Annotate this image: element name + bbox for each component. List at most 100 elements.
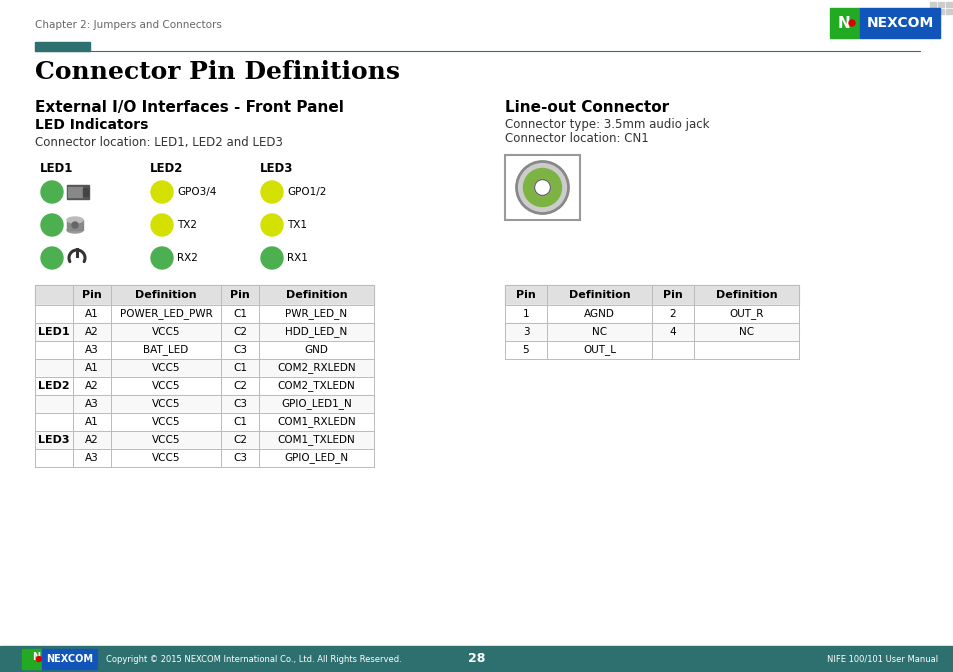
Text: VCC5: VCC5 bbox=[152, 417, 180, 427]
Bar bbox=[35, 395, 374, 413]
Text: LED1: LED1 bbox=[40, 162, 73, 175]
Text: LED Indicators: LED Indicators bbox=[35, 118, 149, 132]
Text: 5: 5 bbox=[522, 345, 529, 355]
Text: C2: C2 bbox=[233, 381, 247, 391]
Text: C1: C1 bbox=[233, 417, 247, 427]
Circle shape bbox=[151, 214, 172, 236]
Circle shape bbox=[261, 247, 283, 269]
Bar bbox=[504, 285, 799, 305]
Text: A1: A1 bbox=[85, 363, 99, 373]
Text: A3: A3 bbox=[85, 453, 99, 463]
Text: N: N bbox=[837, 16, 850, 31]
Text: 3: 3 bbox=[522, 327, 529, 337]
Text: Chapter 2: Jumpers and Connectors: Chapter 2: Jumpers and Connectors bbox=[35, 20, 222, 30]
Text: COM1_TXLEDN: COM1_TXLEDN bbox=[277, 435, 355, 446]
Text: LED3: LED3 bbox=[260, 162, 294, 175]
Text: Line-out Connector: Line-out Connector bbox=[504, 100, 668, 115]
Text: C3: C3 bbox=[233, 453, 247, 463]
Text: A1: A1 bbox=[85, 417, 99, 427]
Text: TX1: TX1 bbox=[287, 220, 307, 230]
Text: HDD_LED_N: HDD_LED_N bbox=[285, 327, 347, 337]
Bar bbox=[929, 9, 935, 14]
Circle shape bbox=[36, 657, 42, 661]
Bar bbox=[35, 449, 374, 467]
Text: GPO1/2: GPO1/2 bbox=[287, 187, 326, 197]
Text: AGND: AGND bbox=[583, 309, 615, 319]
Text: A3: A3 bbox=[85, 345, 99, 355]
Bar bbox=[35, 359, 374, 377]
Bar bbox=[35, 413, 374, 431]
Text: Definition: Definition bbox=[715, 290, 777, 300]
Bar bbox=[35, 377, 374, 395]
Text: Definition: Definition bbox=[285, 290, 347, 300]
Text: COM2_TXLEDN: COM2_TXLEDN bbox=[277, 380, 355, 392]
Circle shape bbox=[261, 214, 283, 236]
Bar bbox=[929, 2, 935, 7]
Bar bbox=[937, 9, 943, 14]
Text: Pin: Pin bbox=[662, 290, 682, 300]
Text: BAT_LED: BAT_LED bbox=[143, 345, 189, 355]
Text: VCC5: VCC5 bbox=[152, 435, 180, 445]
Bar bbox=[504, 155, 579, 220]
Bar bbox=[945, 2, 951, 7]
Circle shape bbox=[151, 181, 172, 203]
Text: A2: A2 bbox=[85, 435, 99, 445]
Bar bbox=[35, 431, 374, 449]
Bar bbox=[35, 341, 374, 359]
Bar bbox=[859, 8, 939, 38]
Text: 1: 1 bbox=[522, 309, 529, 319]
Bar bbox=[22, 649, 42, 669]
Bar bbox=[504, 341, 799, 359]
Bar bbox=[937, 2, 943, 7]
Text: VCC5: VCC5 bbox=[152, 363, 180, 373]
Text: LED3: LED3 bbox=[38, 435, 70, 445]
Circle shape bbox=[41, 247, 63, 269]
Text: VCC5: VCC5 bbox=[152, 453, 180, 463]
Text: 28: 28 bbox=[468, 653, 485, 665]
Text: Connector Pin Definitions: Connector Pin Definitions bbox=[35, 60, 399, 84]
Text: NC: NC bbox=[739, 327, 753, 337]
Text: Pin: Pin bbox=[516, 290, 536, 300]
Text: A1: A1 bbox=[85, 309, 99, 319]
Bar bbox=[35, 305, 374, 323]
Text: POWER_LED_PWR: POWER_LED_PWR bbox=[119, 308, 213, 319]
Text: Connector type: 3.5mm audio jack: Connector type: 3.5mm audio jack bbox=[504, 118, 709, 131]
Text: External I/O Interfaces - Front Panel: External I/O Interfaces - Front Panel bbox=[35, 100, 343, 115]
Circle shape bbox=[523, 169, 561, 206]
Text: A2: A2 bbox=[85, 327, 99, 337]
Circle shape bbox=[848, 20, 854, 26]
Text: COM2_RXLEDN: COM2_RXLEDN bbox=[277, 363, 355, 374]
Bar bbox=[35, 323, 374, 341]
Text: Pin: Pin bbox=[82, 290, 102, 300]
Text: C3: C3 bbox=[233, 399, 247, 409]
Text: NEXCOM: NEXCOM bbox=[865, 16, 933, 30]
Text: A2: A2 bbox=[85, 381, 99, 391]
Bar bbox=[42, 649, 97, 669]
Text: Definition: Definition bbox=[568, 290, 630, 300]
Bar bbox=[83, 188, 88, 196]
Text: C2: C2 bbox=[233, 435, 247, 445]
Text: RX1: RX1 bbox=[287, 253, 308, 263]
Circle shape bbox=[534, 179, 550, 196]
Bar bbox=[68, 187, 82, 197]
Text: GPIO_LED1_N: GPIO_LED1_N bbox=[281, 398, 352, 409]
Text: Connector location: CN1: Connector location: CN1 bbox=[504, 132, 648, 145]
Text: 2: 2 bbox=[669, 309, 676, 319]
Ellipse shape bbox=[67, 217, 83, 223]
Circle shape bbox=[516, 161, 568, 214]
Text: Pin: Pin bbox=[230, 290, 250, 300]
Text: Definition: Definition bbox=[135, 290, 196, 300]
Bar bbox=[35, 42, 90, 51]
Bar bbox=[67, 220, 83, 230]
Text: OUT_L: OUT_L bbox=[582, 345, 616, 355]
Text: NEXCOM: NEXCOM bbox=[47, 654, 93, 664]
Ellipse shape bbox=[67, 227, 83, 233]
Text: VCC5: VCC5 bbox=[152, 399, 180, 409]
Bar bbox=[504, 323, 799, 341]
Text: N: N bbox=[32, 652, 40, 662]
Text: NIFE 100/101 User Manual: NIFE 100/101 User Manual bbox=[826, 655, 937, 663]
Text: C1: C1 bbox=[233, 309, 247, 319]
Bar bbox=[35, 285, 374, 305]
Circle shape bbox=[41, 181, 63, 203]
Text: GND: GND bbox=[304, 345, 328, 355]
